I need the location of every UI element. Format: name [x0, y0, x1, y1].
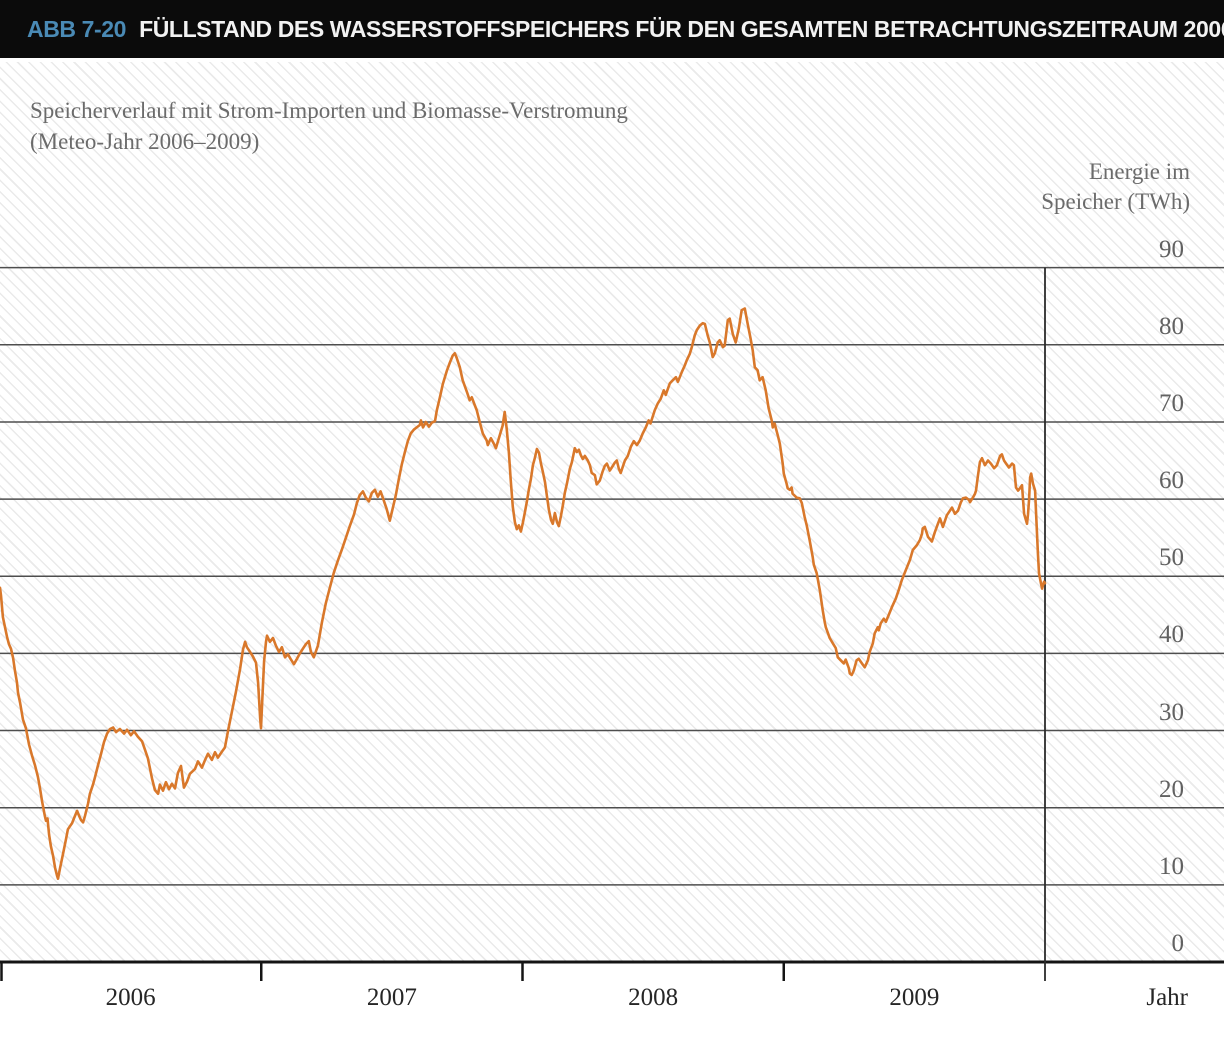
figure-title: FÜLLSTAND DES WASSERSTOFFSPEICHERS FÜR D…	[139, 15, 1224, 42]
y-axis-title: Energie im Speicher (TWh)	[1041, 157, 1190, 217]
y-tick-label: 60	[1159, 467, 1184, 495]
chart-subtitle-line1: Speicherverlauf mit Strom-Importen und B…	[30, 98, 628, 123]
figure-number-label: ABB 7-20	[27, 15, 127, 42]
x-tick-label: 2008	[628, 984, 679, 1011]
y-tick-label: 30	[1159, 698, 1184, 726]
chart-subtitle: Speicherverlauf mit Strom-Importen und B…	[30, 95, 628, 157]
y-tick-label: 20	[1159, 775, 1184, 803]
y-tick-label: 80	[1159, 312, 1184, 340]
chart-subtitle-line2: (Meteo-Jahr 2006–2009)	[30, 129, 260, 154]
y-tick-label: 90	[1159, 235, 1184, 263]
figure-header-bar: ABB 7-20 FÜLLSTAND DES WASSERSTOFFSPEICH…	[0, 0, 1224, 58]
x-tick-label: 2009	[889, 984, 940, 1011]
x-axis-title: Jahr	[1146, 984, 1188, 1011]
x-tick-label: 2006	[105, 984, 156, 1011]
storage-level-line	[0, 307, 1047, 880]
y-tick-label: 70	[1159, 389, 1184, 417]
y-tick-label: 10	[1159, 852, 1184, 880]
y-tick-label: 50	[1159, 544, 1184, 572]
y-tick-label: 0	[1171, 930, 1185, 957]
y-axis-title-line1: Energie im	[1088, 159, 1190, 184]
y-axis-title-line2: Speicher (TWh)	[1041, 189, 1190, 214]
x-tick-label: 2007	[366, 984, 417, 1011]
chart-plot-background	[0, 62, 1224, 962]
y-tick-label: 40	[1159, 621, 1184, 649]
